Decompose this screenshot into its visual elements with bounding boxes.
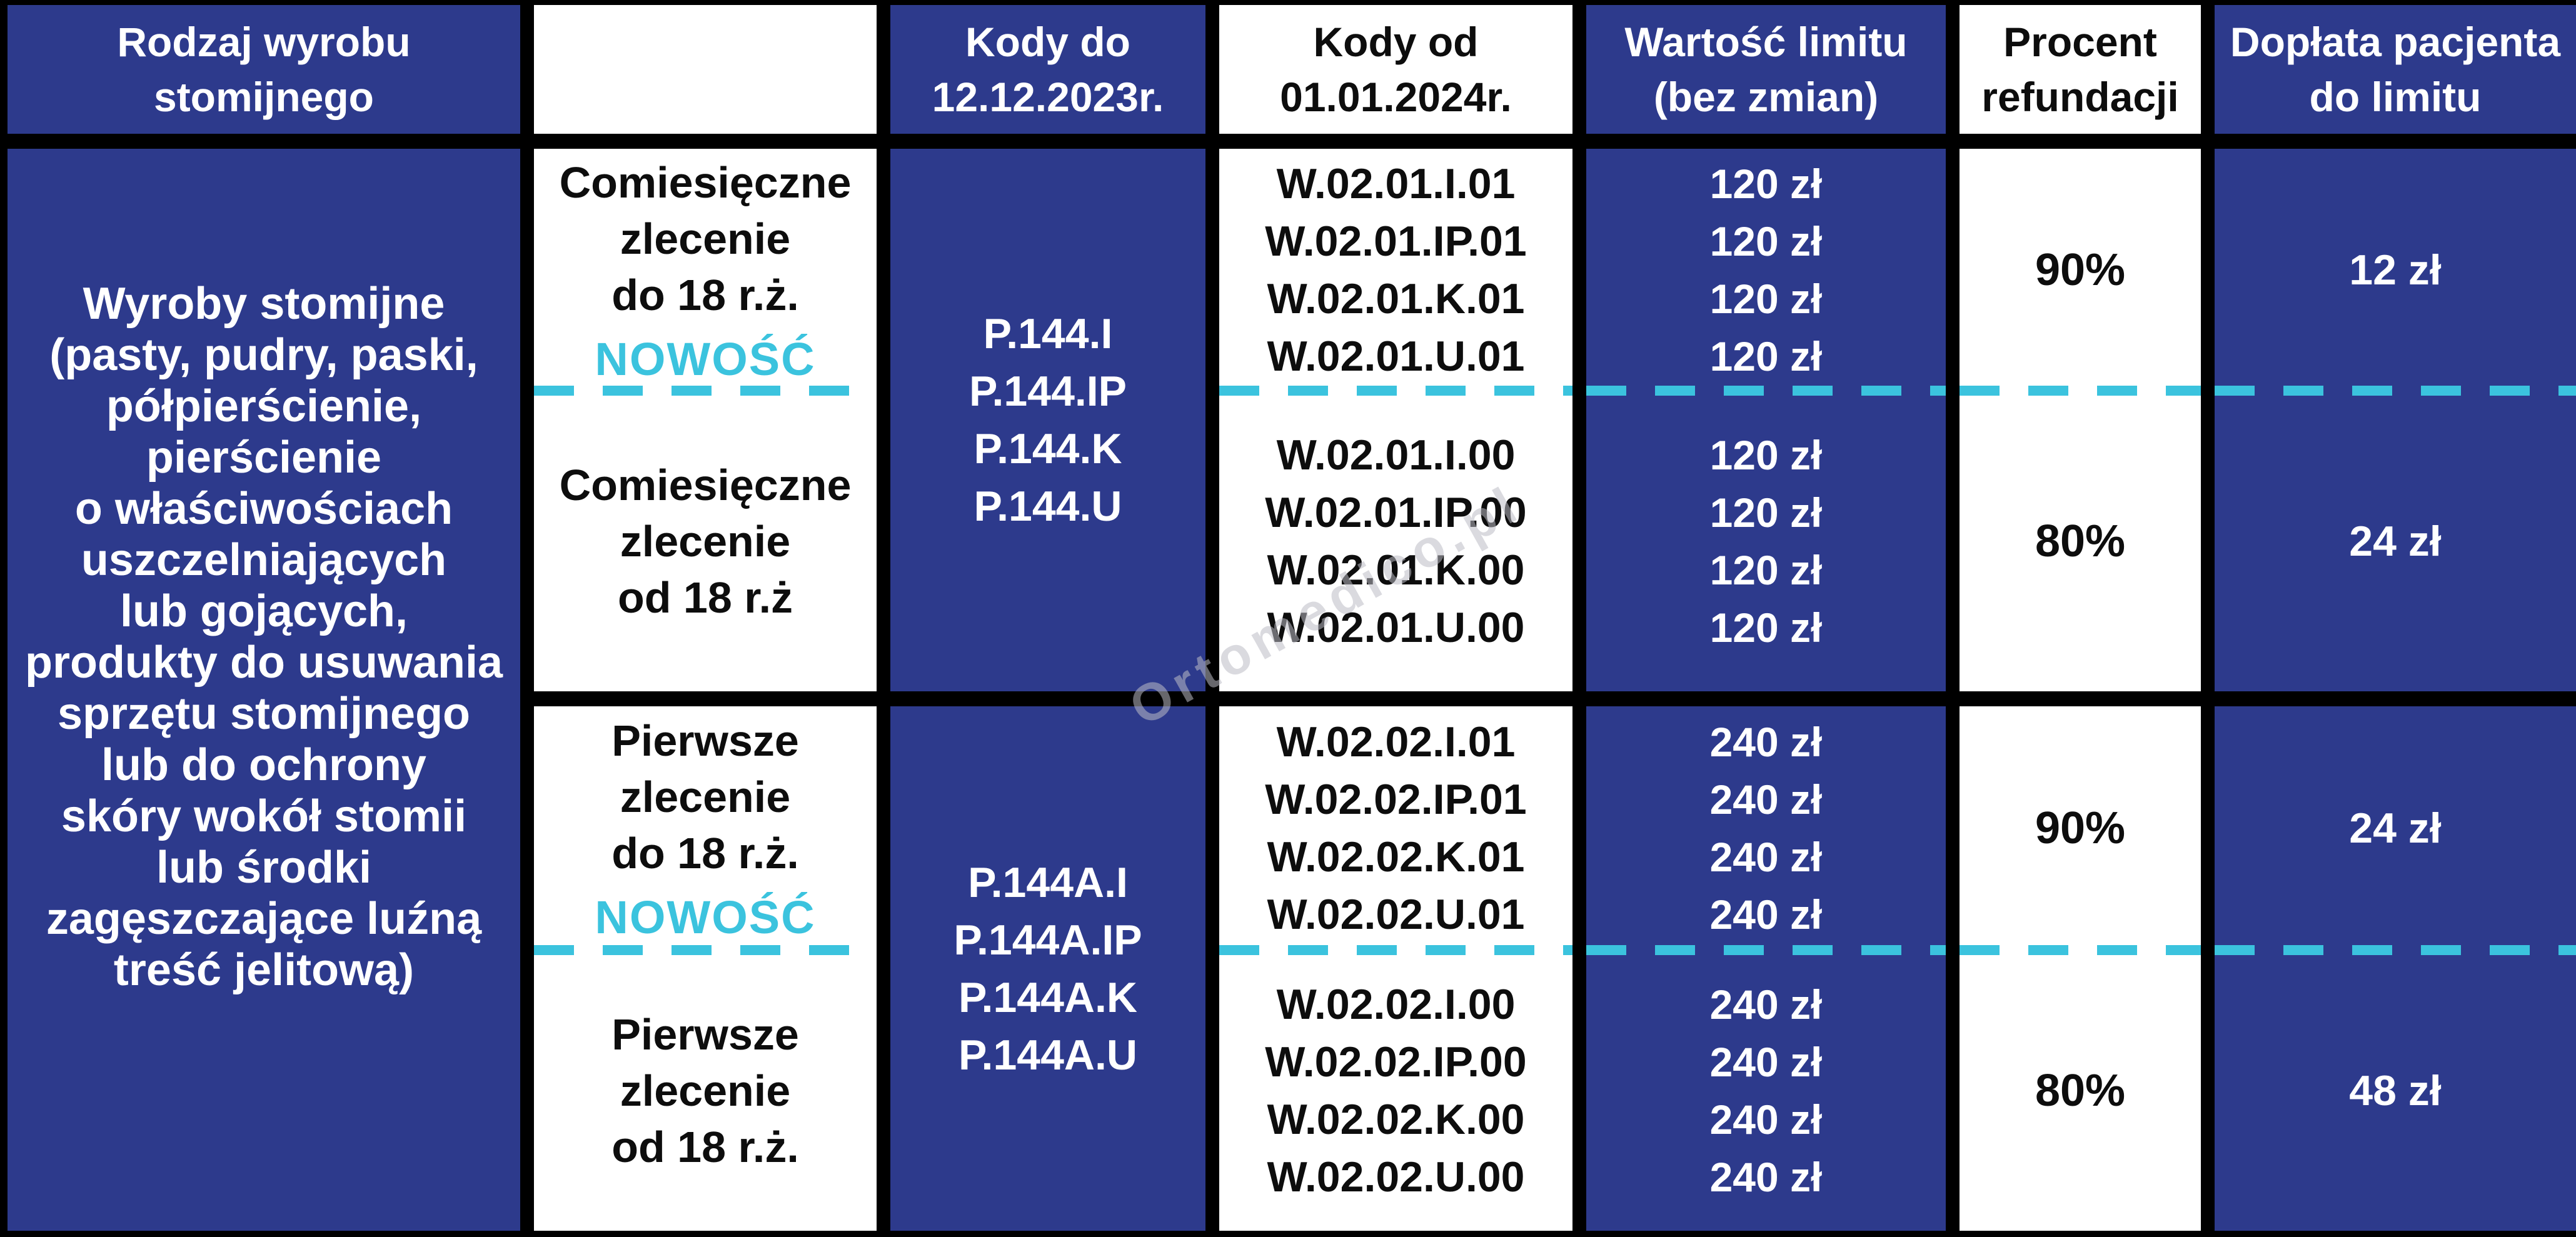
product-description-text: Wyroby stomijne (pasty, pudry, paski, pó… <box>24 278 503 995</box>
header-order-type-empty <box>534 5 877 134</box>
group1-codes-new-over18: W.02.01.I.00 W.02.01.IP.00 W.02.01.K.00 … <box>1265 431 1527 651</box>
group1-codes-old-cell: P.144.I P.144.IP P.144.K P.144.U <box>890 149 1205 691</box>
dashed-separator <box>1586 945 1946 955</box>
dashed-separator <box>2215 945 2576 955</box>
group2-copay-under18: 24 zł <box>2349 804 2442 852</box>
group2-order-over18: Pierwsze zlecenie od 18 r.ż. <box>534 950 877 1231</box>
header-patient-copay: Dopłata pacjenta do limitu <box>2215 5 2576 134</box>
group1-copay-cell: 12 zł 24 zł <box>2215 149 2576 691</box>
group2-percent-under18: 90% <box>2035 803 2126 853</box>
group1-percent-under18: 90% <box>2035 244 2126 295</box>
group2-order-under18: Pierwsze zlecenie do 18 r.ż. NOWOŚĆ <box>534 706 877 950</box>
group1-new-badge: NOWOŚĆ <box>595 333 816 385</box>
group1-codes-old-text: P.144.I P.144.IP P.144.K P.144.U <box>969 310 1127 530</box>
header-codes-old: Kody do 12.12.2023r. <box>890 5 1205 134</box>
group1-limit-over18: 120 zł 120 zł 120 zł 120 zł <box>1709 431 1823 651</box>
group2-limit-cell: 240 zł 240 zł 240 zł 240 zł 240 zł 240 z… <box>1586 706 1946 1231</box>
group1-codes-new-under18: W.02.01.I.01 W.02.01.IP.01 W.02.01.K.01 … <box>1265 159 1527 380</box>
header-refund-percent: Procent refundacji <box>1960 5 2201 134</box>
group2-copay-over18: 48 zł <box>2349 1066 2442 1114</box>
dashed-separator <box>534 945 877 955</box>
group2-codes-new-under18: W.02.02.I.01 W.02.02.IP.01 W.02.02.K.01 … <box>1265 718 1527 938</box>
group1-limit-under18: 120 zł 120 zł 120 zł 120 zł <box>1709 160 1823 379</box>
group2-percent-cell: 90% 80% <box>1960 706 2201 1231</box>
dashed-separator <box>534 386 877 396</box>
group1-copay-under18: 12 zł <box>2349 246 2442 294</box>
group2-order-over18-text: Pierwsze zlecenie od 18 r.ż. <box>611 1009 799 1171</box>
group2-codes-old-cell: P.144A.I P.144A.IP P.144A.K P.144A.U <box>890 706 1205 1231</box>
group2-codes-new-over18: W.02.02.I.00 W.02.02.IP.00 W.02.02.K.00 … <box>1265 980 1527 1201</box>
dashed-separator <box>1586 386 1946 396</box>
group1-copay-over18: 24 zł <box>2349 517 2442 565</box>
group2-percent-over18: 80% <box>2035 1065 2126 1116</box>
group2-order-under18-text: Pierwsze zlecenie do 18 r.ż. <box>611 716 799 878</box>
group2-order-type-cell: Pierwsze zlecenie do 18 r.ż. NOWOŚĆ Pier… <box>534 706 877 1231</box>
group1-limit-cell: 120 zł 120 zł 120 zł 120 zł 120 zł 120 z… <box>1586 149 1946 691</box>
header-codes-new: Kody od 01.01.2024r. <box>1219 5 1572 134</box>
group2-limit-over18: 240 zł 240 zł 240 zł 240 zł <box>1709 981 1823 1200</box>
product-description-cell: Wyroby stomijne (pasty, pudry, paski, pó… <box>8 149 520 1231</box>
dashed-separator <box>1960 386 2201 396</box>
group2-codes-new-cell: W.02.02.I.01 W.02.02.IP.01 W.02.02.K.01 … <box>1219 706 1572 1231</box>
group2-limit-under18: 240 zł 240 zł 240 zł 240 zł <box>1709 719 1823 938</box>
dashed-separator <box>1219 945 1572 955</box>
group1-order-type-cell: Comiesięczne zlecenie do 18 r.ż. NOWOŚĆ … <box>534 149 877 691</box>
group1-codes-new-cell: W.02.01.I.01 W.02.01.IP.01 W.02.01.K.01 … <box>1219 149 1572 691</box>
group1-order-under18: Comiesięczne zlecenie do 18 r.ż. NOWOŚĆ <box>534 149 877 391</box>
dashed-separator <box>1219 386 1572 396</box>
header-limit-value: Wartość limitu (bez zmian) <box>1586 5 1946 134</box>
group1-order-under18-text: Comiesięczne zlecenie do 18 r.ż. <box>559 158 852 319</box>
dashed-separator <box>2215 386 2576 396</box>
group1-order-over18-text: Comiesięczne zlecenie od 18 r.ż <box>559 460 852 622</box>
group1-percent-over18: 80% <box>2035 516 2126 566</box>
group1-order-over18: Comiesięczne zlecenie od 18 r.ż <box>534 391 877 691</box>
group2-copay-cell: 24 zł 48 zł <box>2215 706 2576 1231</box>
group1-percent-cell: 90% 80% <box>1960 149 2201 691</box>
header-product-type: Rodzaj wyrobu stomijnego <box>8 5 520 134</box>
group2-new-badge: NOWOŚĆ <box>595 891 816 943</box>
group2-codes-old-text: P.144A.I P.144A.IP P.144A.K P.144A.U <box>953 858 1142 1079</box>
dashed-separator <box>1960 945 2201 955</box>
